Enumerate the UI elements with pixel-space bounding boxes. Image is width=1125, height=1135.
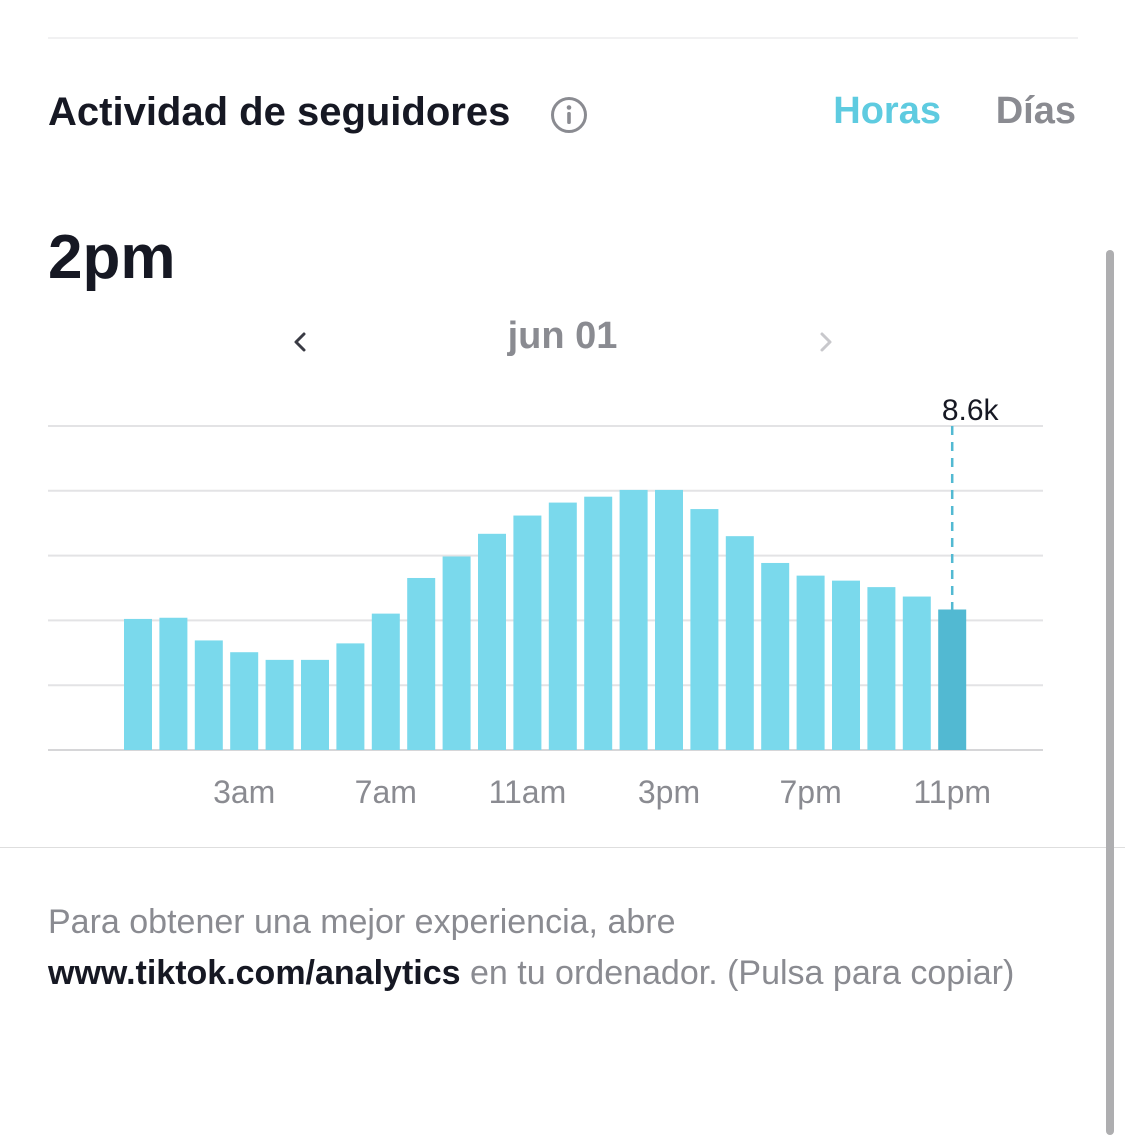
bar [230, 652, 259, 750]
bar [336, 643, 365, 750]
analytics-link[interactable]: www.tiktok.com/analytics [48, 954, 461, 992]
bar [478, 533, 506, 750]
bar [301, 659, 329, 750]
bar [513, 515, 542, 750]
bar [548, 502, 577, 750]
section-divider [0, 847, 1125, 848]
footer-text-before: Para obtener una mejor experiencia, abre [48, 903, 676, 941]
x-tick-label: 7pm [779, 774, 841, 810]
x-tick-label: 3am [213, 774, 275, 810]
top-divider [48, 37, 1078, 39]
section-title: Actividad de seguidores [48, 90, 511, 134]
footer-note[interactable]: Para obtener una mejor experiencia, abre… [48, 897, 1038, 999]
bar [761, 562, 790, 750]
bar [867, 587, 896, 750]
section-header: Actividad de seguidores Horas Días [48, 88, 1078, 138]
scrollbar[interactable] [1106, 250, 1114, 1135]
follower-activity-chart: 8.6k 3am 7am 11am 3pm 7pm 11pm [48, 394, 1043, 810]
x-tick-label: 11pm [913, 774, 991, 810]
bar [690, 509, 719, 750]
bar [619, 489, 648, 750]
tab-hours[interactable]: Horas [833, 90, 941, 132]
bar [194, 640, 223, 750]
x-tick-label: 7am [355, 774, 417, 810]
highlight-value-label: 8.6k [942, 394, 1000, 427]
date-label: jun 01 [507, 315, 618, 357]
bar [371, 613, 400, 750]
x-tick-label: 3pm [638, 774, 700, 810]
tab-days[interactable]: Días [995, 90, 1076, 132]
selected-time: 2pm [48, 223, 176, 292]
bar [902, 596, 931, 750]
bar [832, 580, 860, 750]
bar [442, 556, 471, 750]
bar [725, 536, 754, 750]
bar [159, 617, 188, 750]
bar-selected [938, 609, 967, 750]
info-icon[interactable] [550, 96, 588, 134]
bar [265, 659, 294, 750]
bar [124, 618, 152, 750]
footer-text-after: en tu ordenador. (Pulsa para copiar) [460, 954, 1015, 992]
bar [584, 496, 613, 750]
bar [655, 489, 683, 750]
x-tick-label: 11am [489, 774, 567, 810]
bar [407, 577, 436, 750]
chevron-left-icon[interactable] [286, 322, 316, 362]
chevron-right-icon[interactable] [810, 322, 840, 362]
bar [796, 575, 825, 750]
